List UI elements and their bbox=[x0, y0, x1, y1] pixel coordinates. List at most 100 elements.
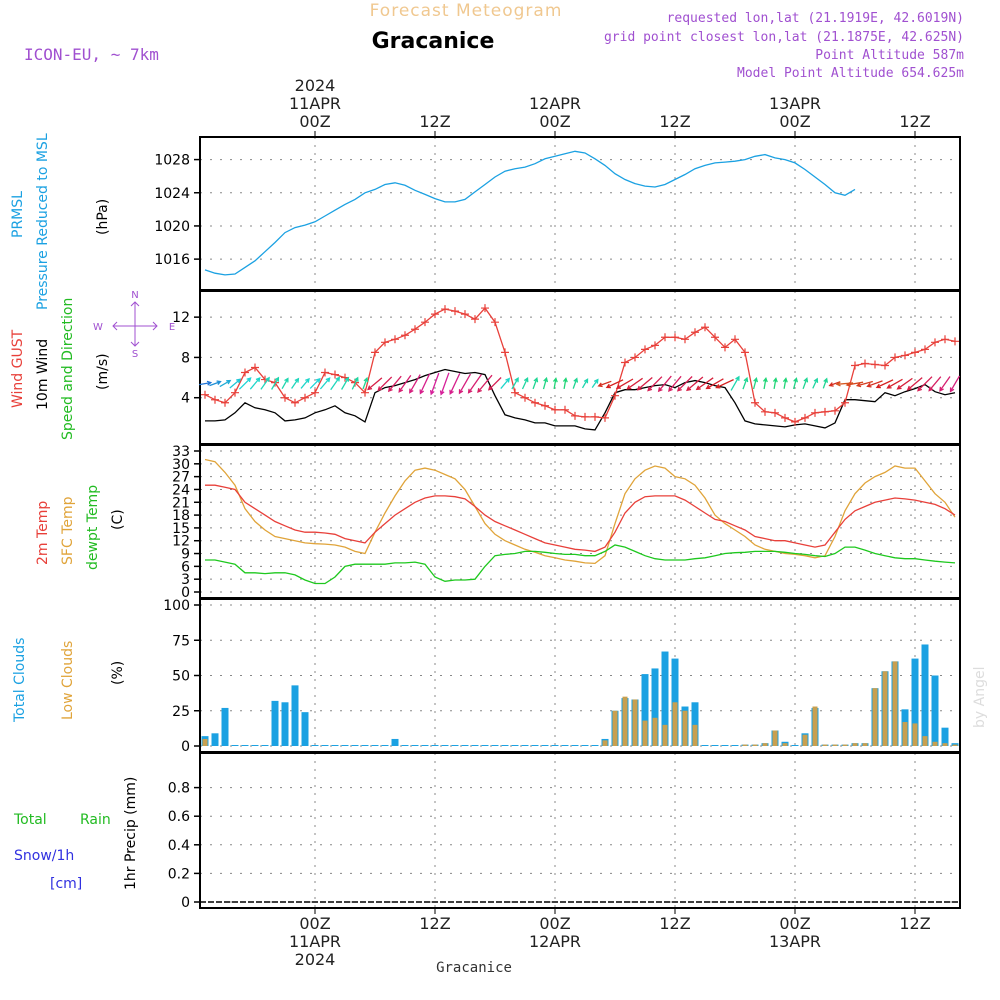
total-rain-label: Total bbox=[13, 812, 47, 828]
rain-label: Rain bbox=[80, 812, 111, 828]
total-cloud-bar bbox=[541, 745, 549, 746]
wind-arrow bbox=[439, 372, 450, 396]
prmsl-unit-label: (hPa) bbox=[95, 199, 111, 235]
wind-arrow bbox=[676, 376, 693, 392]
wind-arrow bbox=[377, 376, 393, 392]
gust-point bbox=[641, 345, 649, 354]
low-cloud-bar bbox=[812, 706, 818, 746]
low-cloud-bar bbox=[652, 717, 658, 746]
top-time-label: 12Z bbox=[659, 112, 690, 131]
bottom-time-label: 00Z bbox=[539, 914, 570, 933]
prmsl-desc-label: Pressure Reduced to MSL bbox=[35, 133, 51, 310]
total-cloud-bar bbox=[281, 702, 289, 746]
gust-point bbox=[201, 390, 209, 399]
y-tick-label: 1028 bbox=[154, 153, 190, 169]
wind-arrow bbox=[822, 377, 828, 389]
wind-unit-label: (m/s) bbox=[95, 353, 111, 390]
total-cloud-bar bbox=[531, 745, 539, 746]
gust-point bbox=[511, 388, 519, 397]
wind-arrow bbox=[886, 378, 903, 389]
wind-arrow bbox=[467, 374, 482, 394]
bottom-time-label: 11APR bbox=[289, 932, 341, 951]
wind-arrow bbox=[238, 377, 252, 390]
low-cloud-bar bbox=[752, 744, 758, 746]
gust-point bbox=[531, 398, 539, 407]
gust-point bbox=[301, 393, 309, 402]
gust-point bbox=[411, 325, 419, 334]
wind-arrow bbox=[542, 376, 549, 390]
low-cloud-bar bbox=[842, 744, 848, 746]
wind-arrow bbox=[591, 378, 599, 388]
wind-arrow bbox=[686, 376, 704, 392]
gust-point bbox=[751, 398, 759, 407]
wind-arrow bbox=[715, 379, 734, 389]
gust-point bbox=[631, 353, 639, 362]
low-cloud-bar bbox=[692, 724, 698, 746]
total-cloud-bar bbox=[311, 745, 319, 746]
low-cloud-bar bbox=[922, 736, 928, 746]
gust-point bbox=[331, 370, 339, 379]
y-tick-label: 100 bbox=[163, 598, 190, 614]
gust-point bbox=[921, 345, 929, 354]
top-time-label: 11APR bbox=[289, 94, 341, 113]
wind-arrow bbox=[812, 377, 819, 389]
gust-point bbox=[311, 388, 319, 397]
gust-point bbox=[401, 331, 409, 340]
top-time-label: 2024 bbox=[295, 76, 336, 95]
bottom-time-label: 00Z bbox=[779, 914, 810, 933]
low-cloud-bar bbox=[682, 710, 688, 746]
gust-point bbox=[791, 417, 799, 426]
y-tick-label: 1020 bbox=[154, 219, 190, 235]
wind-arrow bbox=[792, 377, 798, 390]
low-cloud-bar bbox=[942, 743, 948, 746]
total-cloud-bar bbox=[731, 745, 739, 746]
gust-point bbox=[721, 343, 729, 352]
meteogram-title: Forecast Meteogram bbox=[370, 1, 563, 21]
wind-arrow bbox=[319, 377, 331, 390]
total-cloud-bar bbox=[461, 745, 469, 746]
pressure-line bbox=[204, 150, 856, 276]
gust-point bbox=[701, 323, 709, 332]
low-cloud-bar bbox=[622, 696, 628, 746]
y-tick-label: 18 bbox=[172, 508, 190, 524]
wind-arrow bbox=[752, 377, 759, 390]
total-cloud-bar bbox=[211, 733, 219, 746]
y-tick-label: 15 bbox=[172, 521, 190, 537]
wind-arrow bbox=[802, 377, 809, 390]
wind-arrow bbox=[209, 380, 222, 387]
wind-arrow bbox=[398, 375, 412, 393]
gust-point bbox=[901, 351, 909, 360]
bottom-time-label: 12Z bbox=[419, 914, 450, 933]
winddir-label: Speed and Direction bbox=[60, 298, 76, 440]
wind-arrow bbox=[835, 381, 854, 387]
y-tick-label: 1024 bbox=[154, 186, 190, 202]
gust-point bbox=[521, 393, 529, 402]
gust-point bbox=[671, 333, 679, 342]
cloud-unit-label: (%) bbox=[110, 661, 126, 685]
low-cloud-bar bbox=[672, 702, 678, 746]
total-cloud-bar bbox=[221, 707, 229, 746]
wind-arrow bbox=[449, 373, 461, 396]
gust-point bbox=[561, 405, 569, 414]
total-cloud-bar bbox=[581, 745, 589, 746]
gust-point bbox=[801, 413, 809, 422]
bottom-time-label: 12Z bbox=[899, 914, 930, 933]
gust-point bbox=[541, 401, 549, 410]
gust-point bbox=[691, 328, 699, 337]
total-cloud-bar bbox=[421, 745, 429, 746]
wind-arrow bbox=[917, 376, 933, 392]
low-cloud-bar bbox=[642, 720, 648, 746]
wind-arrow bbox=[219, 379, 232, 388]
y-tick-label: 0.8 bbox=[168, 781, 190, 797]
total-cloud-bar bbox=[471, 745, 479, 746]
gust-point bbox=[711, 333, 719, 342]
total-cloud-bar bbox=[641, 674, 649, 746]
wind-arrow bbox=[572, 377, 579, 389]
dewpoint-line bbox=[205, 544, 956, 585]
gust-point bbox=[591, 412, 599, 421]
gust-point bbox=[941, 335, 949, 344]
sfc-temp-line bbox=[204, 458, 956, 565]
gust-point bbox=[871, 360, 879, 369]
gridpoint-coords: grid point closest lon,lat (21.1875E, 42… bbox=[604, 30, 964, 45]
